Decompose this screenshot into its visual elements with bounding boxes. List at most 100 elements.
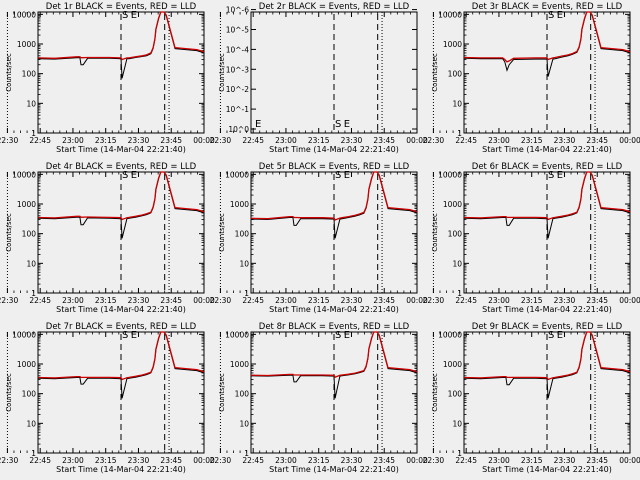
x-tick-label: 23:45	[586, 136, 608, 145]
x-axis-label: Start Time (14-Mar-04 22:21:40)	[482, 465, 612, 474]
x-tick-label: 23:15	[95, 136, 117, 145]
event-annotation: E	[131, 330, 137, 341]
y-tick-label: 10000	[12, 330, 36, 339]
y-tick-label: 100	[448, 390, 463, 399]
plot-panel: Det 4r BLACK = Events, RED = LLD 1 10 100 10…	[0, 162, 215, 314]
plot-title: Det 2r BLACK = Events, RED = LLD	[259, 2, 410, 12]
x-tick-label: 23:00	[62, 296, 84, 305]
lld-series-line	[37, 171, 205, 221]
y-tick-label: 10^-6	[226, 6, 250, 15]
x-tick-label: 00:00	[193, 456, 215, 465]
y-tick-label: 10000	[438, 330, 462, 339]
y-tick-label: 100	[22, 390, 37, 399]
plot-title: Det 9r BLACK = Events, RED = LLD	[472, 322, 623, 332]
x-tick-label: 22:30	[210, 296, 232, 305]
event-annotation: S	[335, 119, 341, 130]
y-tick-label: 10^-3	[226, 65, 250, 74]
x-tick-label: 22:45	[455, 456, 477, 465]
x-tick-label: 22:30	[423, 296, 445, 305]
y-tick-label: 1	[244, 449, 249, 458]
event-annotation: E	[131, 170, 137, 181]
plot-title: Det 4r BLACK = Events, RED = LLD	[46, 162, 197, 172]
x-tick-label: 23:30	[128, 296, 150, 305]
y-tick-label: 100	[448, 230, 463, 239]
y-tick-label: 10000	[225, 330, 249, 339]
x-tick-label: 22:30	[210, 456, 232, 465]
x-tick-label: 23:30	[341, 136, 363, 145]
x-axis-label: Start Time (14-Mar-04 22:21:40)	[56, 305, 186, 314]
x-tick-label: 00:00	[406, 456, 428, 465]
x-tick-label: 23:45	[373, 136, 395, 145]
y-tick-label: 1000	[17, 200, 36, 209]
x-tick-label: 23:45	[586, 456, 608, 465]
y-tick-label: 10	[452, 259, 462, 268]
y-axis-label: Counts/sec	[218, 373, 226, 412]
plot-panel: Det 2r BLACK = Events, RED = LLD 10^0 10^-…	[210, 2, 428, 154]
plot-panel: Det 3r BLACK = Events, RED = LLD 1 10 100 10…	[423, 2, 640, 154]
y-tick-label: 10	[26, 419, 36, 428]
x-tick-label: 00:00	[193, 296, 215, 305]
event-annotation: S	[335, 170, 341, 181]
x-tick-label: 00:00	[619, 456, 640, 465]
x-axis-label: Start Time (14-Mar-04 22:21:40)	[269, 465, 399, 474]
x-tick-label: 23:15	[95, 296, 117, 305]
y-tick-label: 100	[235, 230, 250, 239]
plot-panel: Det 8r BLACK = Events, RED = LLD 1 10 100 10…	[210, 322, 428, 474]
plot-frame	[463, 331, 631, 454]
event-annotation: E	[344, 330, 350, 341]
x-tick-label: 22:45	[455, 136, 477, 145]
event-annotation: S	[335, 330, 341, 341]
x-tick-label: 23:15	[308, 136, 330, 145]
plot-panel: Det 6r BLACK = Events, RED = LLD 1 10 100 10…	[423, 162, 640, 314]
x-axis-label: Start Time (14-Mar-04 22:21:40)	[56, 465, 186, 474]
x-tick-label: 22:30	[0, 136, 18, 145]
plot-panel: Det 9r BLACK = Events, RED = LLD 1 10 100 10…	[423, 322, 640, 474]
y-tick-label: 100	[448, 70, 463, 79]
x-tick-label: 23:45	[373, 296, 395, 305]
y-tick-label: 10000	[438, 10, 462, 19]
y-tick-label: 1000	[17, 360, 36, 369]
event-annotation: E	[557, 10, 563, 21]
y-tick-label: 1000	[443, 200, 462, 209]
plot-panel: Det 5r BLACK = Events, RED = LLD 1 10 100 10…	[210, 162, 428, 314]
x-tick-label: 23:00	[62, 136, 84, 145]
y-tick-label: 1	[457, 129, 462, 138]
x-tick-label: 23:45	[373, 456, 395, 465]
x-tick-label: 22:45	[455, 296, 477, 305]
x-tick-label: 23:15	[308, 456, 330, 465]
plot-title: Det 5r BLACK = Events, RED = LLD	[259, 162, 410, 172]
x-tick-label: 22:30	[423, 136, 445, 145]
y-axis-label: Counts/sec	[431, 53, 439, 92]
y-tick-label: 10000	[12, 170, 36, 179]
x-tick-label: 22:45	[29, 456, 51, 465]
lld-series-line	[463, 331, 631, 381]
x-tick-label: 22:45	[29, 136, 51, 145]
y-tick-label: 1000	[230, 200, 249, 209]
y-tick-label: 10^0	[228, 125, 249, 134]
x-tick-label: 23:45	[160, 456, 182, 465]
y-tick-label: 10	[239, 419, 249, 428]
lld-series-line	[37, 11, 205, 61]
plot-title: Det 8r BLACK = Events, RED = LLD	[259, 322, 410, 332]
x-tick-label: 23:30	[341, 456, 363, 465]
y-tick-label: 10	[452, 419, 462, 428]
x-tick-label: 22:30	[210, 136, 232, 145]
plot-frame	[463, 171, 631, 294]
x-tick-label: 22:45	[242, 296, 264, 305]
event-annotation: E	[557, 170, 563, 181]
x-tick-label: 22:30	[0, 296, 18, 305]
plot-frame	[37, 11, 205, 134]
y-tick-label: 10000	[225, 170, 249, 179]
y-tick-label: 100	[22, 70, 37, 79]
event-annotation: E	[557, 330, 563, 341]
event-annotation: E	[131, 10, 137, 21]
x-tick-label: 23:30	[554, 456, 576, 465]
y-axis-label: Counts/sec	[5, 213, 13, 252]
x-axis-label: Start Time (14-Mar-04 22:21:40)	[482, 145, 612, 154]
x-tick-label: 22:30	[0, 456, 18, 465]
lld-series-line	[463, 11, 631, 63]
y-tick-label: 10000	[12, 10, 36, 19]
y-tick-label: 10^-1	[226, 105, 250, 114]
x-tick-label: 23:15	[521, 456, 543, 465]
y-tick-label: 1	[31, 129, 36, 138]
